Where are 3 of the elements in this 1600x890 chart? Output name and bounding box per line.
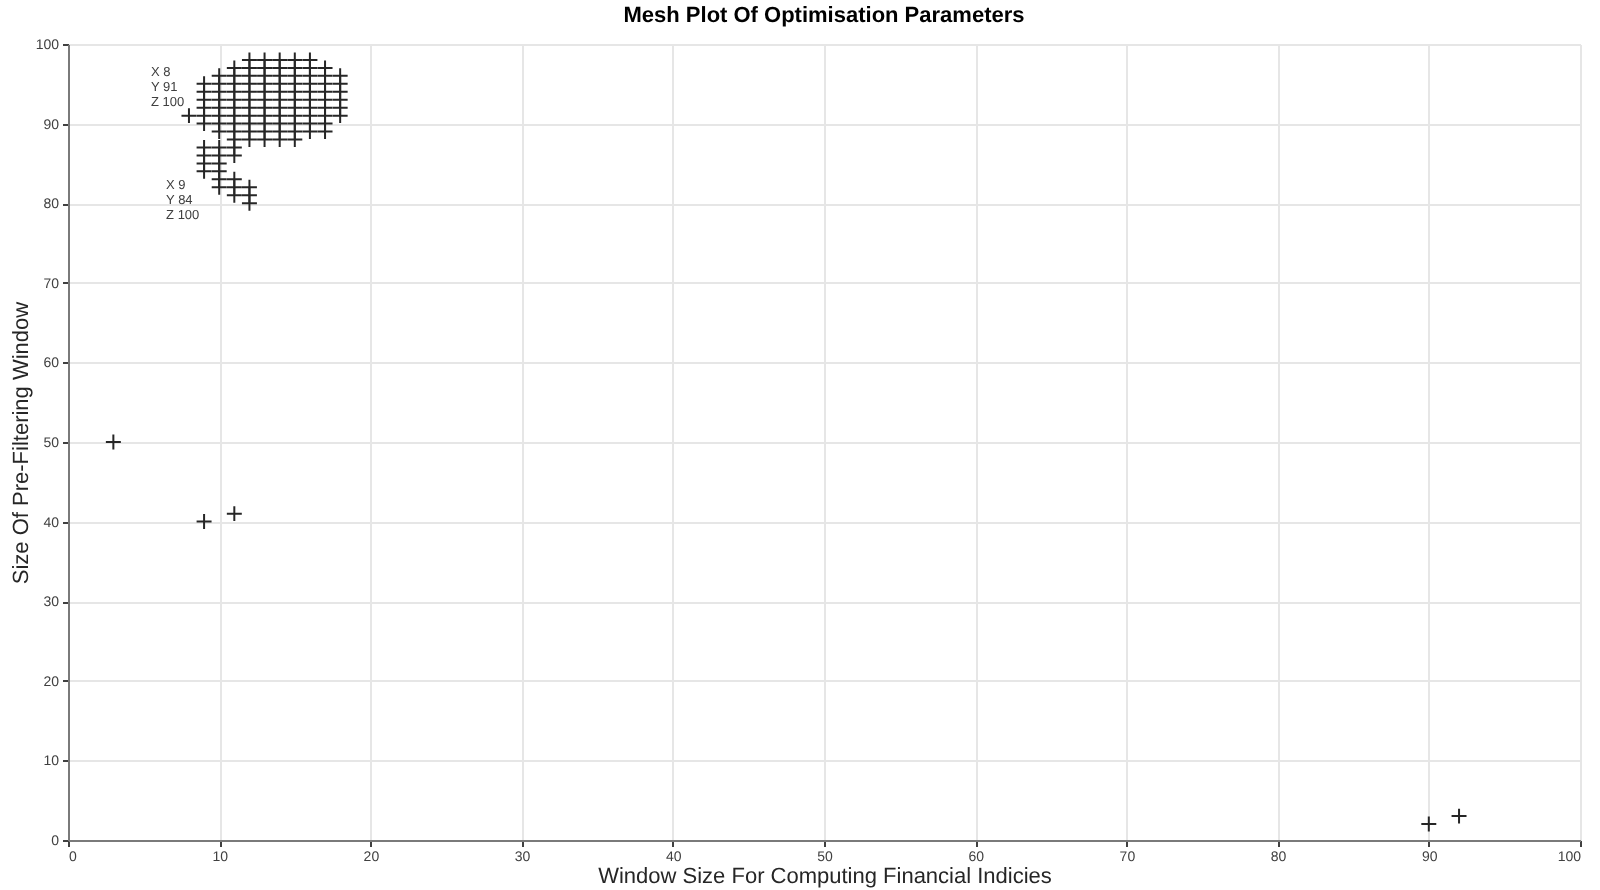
x-axis-title: Window Size For Computing Financial Indicies [598, 865, 1053, 889]
chart-title: Mesh Plot Of Optimisation Parameters [623, 4, 1025, 28]
y-axis-title: Size Of Pre-Filtering Window [9, 301, 34, 585]
